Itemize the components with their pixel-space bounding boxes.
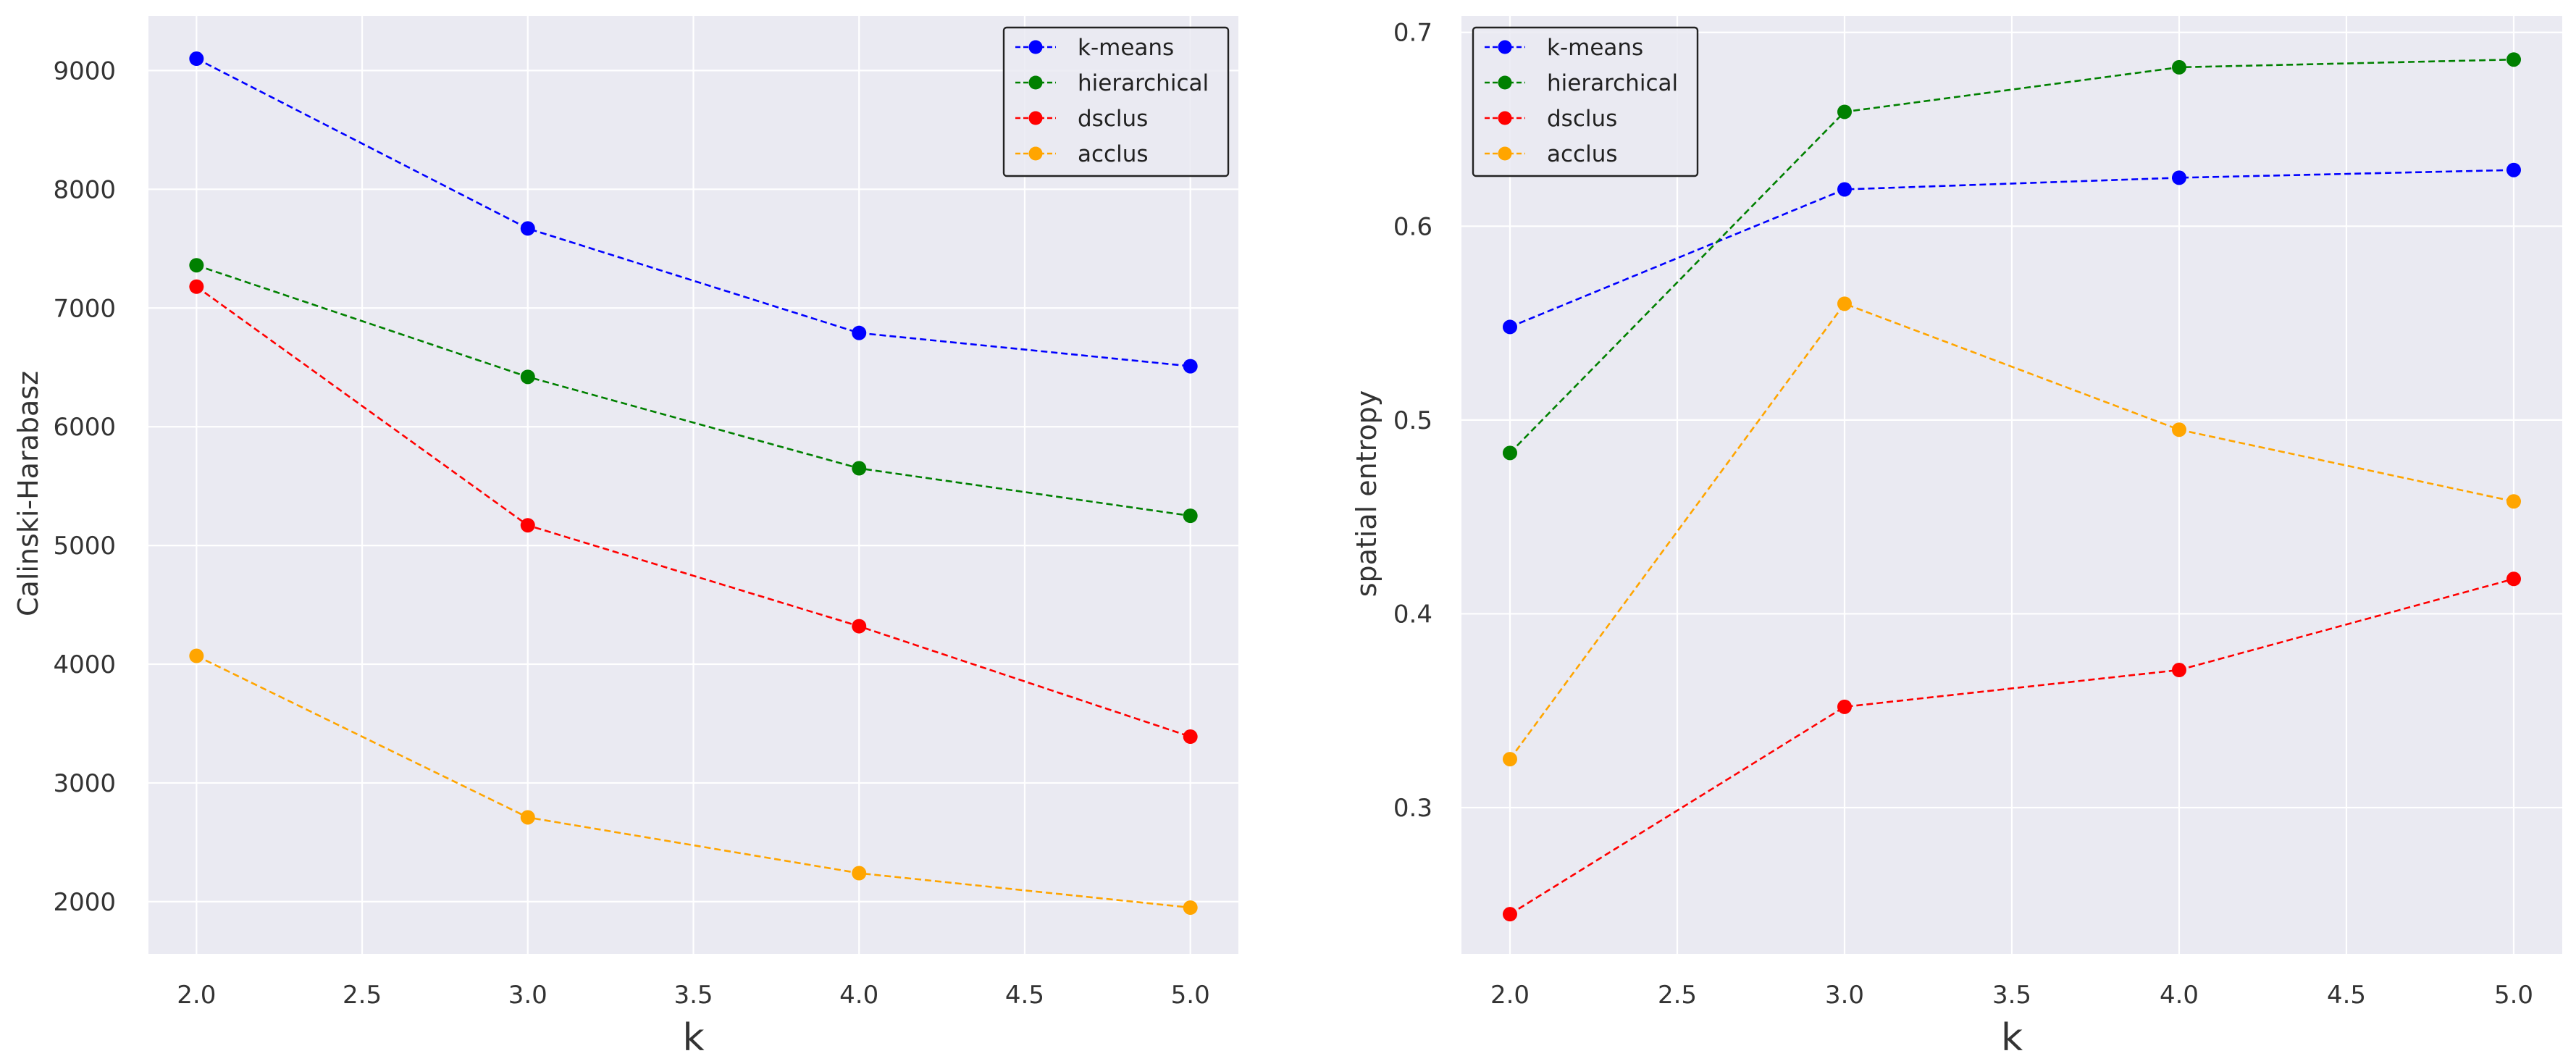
legend-label: k-means bbox=[1547, 35, 1643, 61]
series-line-acclus bbox=[1509, 302, 2514, 760]
legend-frame bbox=[1472, 26, 1699, 177]
series-line-k-means bbox=[196, 57, 1191, 367]
data-point-acclus bbox=[2506, 494, 2522, 509]
data-point-acclus bbox=[1502, 752, 1517, 767]
x-axis-label: k bbox=[682, 1016, 704, 1060]
legend-marker bbox=[1498, 40, 1512, 54]
data-point-k-means bbox=[852, 325, 867, 340]
y-tick-label: 8000 bbox=[53, 175, 116, 204]
y-tick-label: 2000 bbox=[53, 888, 116, 917]
data-point-dsclus bbox=[1183, 729, 1198, 745]
y-tick-label: 0.3 bbox=[1393, 794, 1432, 823]
data-point-dsclus bbox=[2506, 571, 2522, 587]
legend-marker bbox=[1498, 111, 1512, 125]
data-point-acclus bbox=[520, 810, 535, 825]
data-point-dsclus bbox=[852, 619, 867, 634]
legend: k-means hierarchical dsclus acclus bbox=[1472, 26, 1699, 177]
series-line-dsclus bbox=[196, 285, 1191, 738]
y-tick-label: 0.5 bbox=[1393, 406, 1432, 435]
legend-marker bbox=[1028, 111, 1043, 125]
chart-calinski-harabasz: 2.0 2.5 3.0 3.5 4.0 4.5 5.0 2000 3000 4000 5000 600… bbox=[12, 16, 1238, 1060]
legend-marker bbox=[1028, 40, 1043, 54]
y-tick-label: 7000 bbox=[53, 294, 116, 323]
x-tick-label: 5.0 bbox=[2494, 981, 2533, 1010]
data-point-k-means bbox=[1837, 182, 1852, 197]
legend-label: hierarchical bbox=[1547, 70, 1678, 96]
x-tick-label: 2.0 bbox=[1490, 981, 1530, 1010]
series-line-k-means bbox=[1509, 169, 2514, 328]
data-point-hierarchical bbox=[2172, 59, 2187, 75]
x-tick-label: 2.0 bbox=[177, 981, 216, 1010]
data-point-k-means bbox=[520, 221, 535, 236]
x-axis-label: k bbox=[2001, 1016, 2023, 1060]
data-point-acclus bbox=[189, 648, 204, 663]
x-tick-label: 4.5 bbox=[2327, 981, 2366, 1010]
data-point-acclus bbox=[1837, 296, 1852, 311]
y-tick-label: 0.7 bbox=[1393, 19, 1432, 48]
x-tick-label: 3.5 bbox=[674, 981, 713, 1010]
x-tick-label: 3.0 bbox=[508, 981, 547, 1010]
data-point-hierarchical bbox=[189, 258, 204, 273]
legend-label: acclus bbox=[1547, 141, 1618, 167]
x-tick-label: 3.0 bbox=[1825, 981, 1864, 1010]
legend-label: k-means bbox=[1078, 35, 1174, 61]
data-point-hierarchical bbox=[852, 461, 867, 476]
series-line-hierarchical bbox=[196, 264, 1191, 517]
y-tick-label: 4000 bbox=[53, 650, 116, 679]
y-tick-label: 0.6 bbox=[1393, 212, 1432, 241]
legend-frame bbox=[1002, 26, 1230, 177]
x-tick-label: 2.5 bbox=[1658, 981, 1697, 1010]
y-tick-label: 5000 bbox=[53, 532, 116, 561]
data-point-k-means bbox=[1502, 319, 1517, 335]
data-point-k-means bbox=[2172, 170, 2187, 185]
data-point-hierarchical bbox=[520, 369, 535, 385]
legend-marker bbox=[1028, 146, 1043, 161]
data-point-acclus bbox=[1183, 900, 1198, 916]
series-line-acclus bbox=[196, 655, 1191, 909]
x-tick-label: 3.5 bbox=[1992, 981, 2031, 1010]
legend-marker bbox=[1028, 75, 1043, 90]
data-point-hierarchical bbox=[1183, 508, 1198, 524]
data-point-acclus bbox=[2172, 422, 2187, 437]
x-tick-label: 5.0 bbox=[1171, 981, 1210, 1010]
data-point-acclus bbox=[852, 866, 867, 881]
x-tick-label: 2.5 bbox=[343, 981, 382, 1010]
data-point-hierarchical bbox=[2506, 52, 2522, 67]
legend-marker bbox=[1498, 146, 1512, 161]
data-point-hierarchical bbox=[1502, 445, 1517, 461]
legend-label: hierarchical bbox=[1078, 70, 1209, 96]
data-point-hierarchical bbox=[1837, 104, 1852, 120]
legend-marker bbox=[1498, 75, 1512, 90]
data-point-dsclus bbox=[520, 518, 535, 533]
x-tick-label: 4.0 bbox=[839, 981, 878, 1010]
y-axis-label: Calinski-Harabasz bbox=[12, 371, 44, 616]
data-point-dsclus bbox=[189, 279, 204, 294]
data-point-k-means bbox=[189, 51, 204, 67]
chart-spatial-entropy: 2.0 2.5 3.0 3.5 4.0 4.5 5.0 0.3 0.4 0.5 0.6 0.7 k spa… bbox=[1351, 16, 2562, 1060]
y-tick-label: 3000 bbox=[53, 769, 116, 798]
y-axis-label: spatial entropy bbox=[1351, 390, 1383, 598]
series-line-dsclus bbox=[1509, 578, 2514, 916]
series-line-hierarchical bbox=[1509, 58, 2514, 454]
x-tick-label: 4.0 bbox=[2160, 981, 2199, 1010]
legend: k-means hierarchical dsclus acclus bbox=[1002, 26, 1230, 177]
data-point-k-means bbox=[1183, 359, 1198, 374]
legend-label: dsclus bbox=[1078, 106, 1148, 132]
x-tick-label: 4.5 bbox=[1005, 981, 1044, 1010]
data-point-k-means bbox=[2506, 162, 2522, 177]
data-point-dsclus bbox=[1502, 907, 1517, 922]
legend-label: acclus bbox=[1078, 141, 1149, 167]
data-point-dsclus bbox=[1837, 699, 1852, 714]
y-tick-label: 6000 bbox=[53, 413, 116, 442]
y-tick-label: 9000 bbox=[53, 56, 116, 85]
data-point-dsclus bbox=[2172, 663, 2187, 678]
legend-label: dsclus bbox=[1547, 106, 1617, 132]
y-tick-label: 0.4 bbox=[1393, 600, 1432, 629]
